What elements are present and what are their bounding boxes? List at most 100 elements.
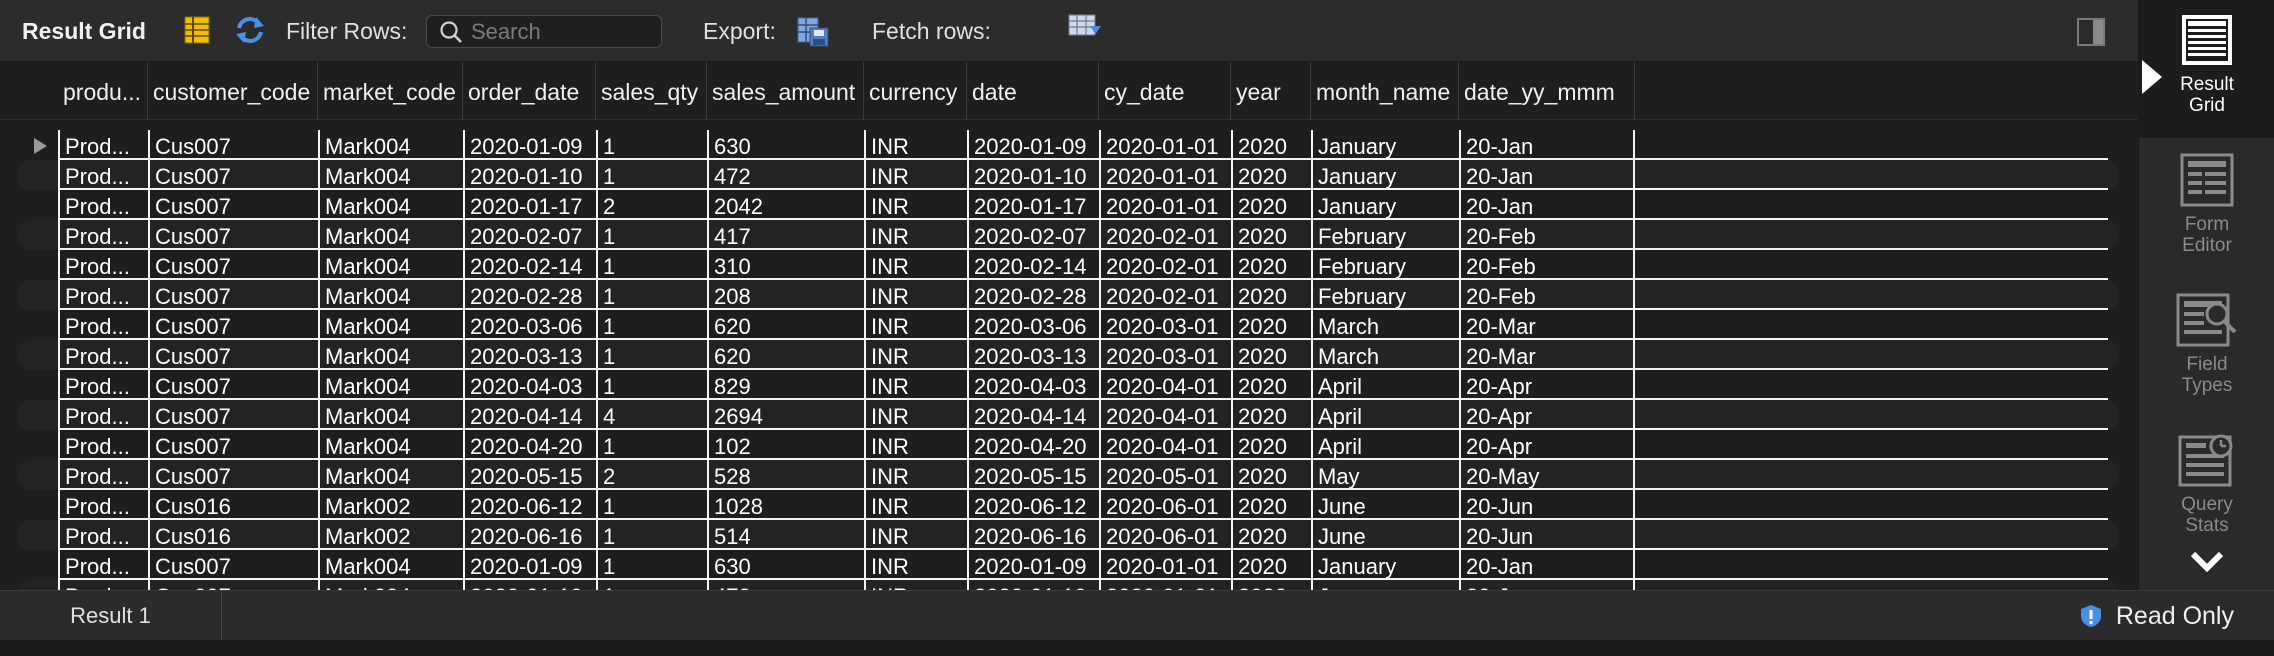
- table-cell[interactable]: 2020-04-03: [967, 370, 1099, 400]
- table-cell[interactable]: 20-Apr: [1459, 400, 1635, 430]
- table-row[interactable]: Prod... Cus007 Mark004 2020-04-03 1 829 INR 202…: [0, 370, 2138, 400]
- table-row[interactable]: Prod... Cus016 Mark002 2020-06-12 1 1028 INR 20…: [0, 490, 2138, 520]
- table-cell[interactable]: March: [1311, 340, 1459, 370]
- column-header[interactable]: sales_qty: [596, 62, 707, 120]
- table-cell[interactable]: Mark004: [318, 370, 463, 400]
- table-cell[interactable]: 2020-01-17: [967, 190, 1099, 220]
- table-cell[interactable]: 2020: [1231, 490, 1311, 520]
- table-cell[interactable]: 1: [596, 160, 707, 190]
- table-cell[interactable]: 2020-01-10: [463, 580, 596, 590]
- table-cell[interactable]: 2020-04-01: [1099, 400, 1231, 430]
- table-cell[interactable]: 2020: [1231, 430, 1311, 460]
- table-cell[interactable]: 829: [707, 370, 864, 400]
- table-cell[interactable]: June: [1311, 490, 1459, 520]
- table-cell[interactable]: Cus007: [148, 400, 318, 430]
- column-header[interactable]: sales_amount: [707, 62, 864, 120]
- table-cell[interactable]: 2020-04-20: [967, 430, 1099, 460]
- table-cell[interactable]: 20-Jan: [1459, 190, 1635, 220]
- table-cell[interactable]: Mark004: [318, 250, 463, 280]
- table-cell[interactable]: 2020-02-14: [967, 250, 1099, 280]
- table-row[interactable]: Prod... Cus007 Mark004 2020-04-20 1 102 INR 202…: [0, 430, 2138, 460]
- table-cell[interactable]: 20-Mar: [1459, 340, 1635, 370]
- column-header[interactable]: market_code: [318, 62, 463, 120]
- column-header[interactable]: date: [967, 62, 1099, 120]
- table-cell[interactable]: Cus007: [148, 160, 318, 190]
- table-cell[interactable]: Cus007: [148, 220, 318, 250]
- table-cell[interactable]: Prod...: [58, 190, 148, 220]
- table-cell[interactable]: INR: [864, 460, 967, 490]
- table-cell[interactable]: 20-Feb: [1459, 220, 1635, 250]
- sidebar-item-field-types[interactable]: Field Types: [2139, 280, 2274, 418]
- table-cell[interactable]: 2020-01-10: [967, 580, 1099, 590]
- table-cell[interactable]: Cus007: [148, 340, 318, 370]
- table-cell[interactable]: 1: [596, 310, 707, 340]
- table-cell[interactable]: Prod...: [58, 310, 148, 340]
- tab-result-1[interactable]: Result 1: [0, 591, 222, 641]
- table-cell[interactable]: INR: [864, 220, 967, 250]
- column-header[interactable]: currency: [864, 62, 967, 120]
- table-cell[interactable]: 1: [596, 280, 707, 310]
- export-icon[interactable]: [796, 14, 830, 53]
- table-cell[interactable]: 20-Jan: [1459, 550, 1635, 580]
- table-cell[interactable]: Cus007: [148, 460, 318, 490]
- table-cell[interactable]: Prod...: [58, 550, 148, 580]
- table-cell[interactable]: 20-Feb: [1459, 280, 1635, 310]
- table-cell[interactable]: January: [1311, 580, 1459, 590]
- table-cell[interactable]: 2020: [1231, 460, 1311, 490]
- table-cell[interactable]: 1: [596, 370, 707, 400]
- table-cell[interactable]: Prod...: [58, 250, 148, 280]
- table-cell[interactable]: Prod...: [58, 400, 148, 430]
- table-cell[interactable]: 2020: [1231, 310, 1311, 340]
- table-cell[interactable]: Cus007: [148, 310, 318, 340]
- table-cell[interactable]: 2020: [1231, 220, 1311, 250]
- table-cell[interactable]: 2020-01-01: [1099, 550, 1231, 580]
- table-row[interactable]: Prod... Cus007 Mark004 2020-03-13 1 620 INR 202…: [0, 340, 2138, 370]
- table-cell[interactable]: February: [1311, 220, 1459, 250]
- table-cell[interactable]: 2020: [1231, 520, 1311, 550]
- table-cell[interactable]: Cus007: [148, 280, 318, 310]
- table-cell[interactable]: 2020-01-10: [967, 160, 1099, 190]
- table-row[interactable]: Prod... Cus007 Mark004 2020-02-07 1 417 INR 202…: [0, 220, 2138, 250]
- table-cell[interactable]: 2020-04-01: [1099, 370, 1231, 400]
- table-cell[interactable]: 1: [596, 550, 707, 580]
- column-header[interactable]: month_name: [1311, 62, 1459, 120]
- table-cell[interactable]: 208: [707, 280, 864, 310]
- table-cell[interactable]: 310: [707, 250, 864, 280]
- column-header[interactable]: date_yy_mmm: [1459, 62, 1635, 120]
- table-cell[interactable]: 2020-05-01: [1099, 460, 1231, 490]
- table-cell[interactable]: Cus007: [148, 130, 318, 160]
- table-cell[interactable]: 2020-01-09: [463, 550, 596, 580]
- table-cell[interactable]: Prod...: [58, 280, 148, 310]
- table-cell[interactable]: 630: [707, 550, 864, 580]
- column-header[interactable]: customer_code: [148, 62, 318, 120]
- table-cell[interactable]: 2020-01-09: [463, 130, 596, 160]
- table-cell[interactable]: Cus007: [148, 370, 318, 400]
- table-cell[interactable]: 2020-03-06: [967, 310, 1099, 340]
- table-cell[interactable]: 2020-01-09: [967, 550, 1099, 580]
- table-cell[interactable]: 2020-01-01: [1099, 580, 1231, 590]
- table-cell[interactable]: 2020-01-17: [463, 190, 596, 220]
- table-cell[interactable]: INR: [864, 310, 967, 340]
- table-cell[interactable]: 2020-01-10: [463, 160, 596, 190]
- table-cell[interactable]: INR: [864, 430, 967, 460]
- table-cell[interactable]: Mark002: [318, 490, 463, 520]
- table-cell[interactable]: Prod...: [58, 160, 148, 190]
- table-cell[interactable]: 20-Jun: [1459, 520, 1635, 550]
- table-cell[interactable]: 2020: [1231, 280, 1311, 310]
- table-cell[interactable]: 20-May: [1459, 460, 1635, 490]
- table-cell[interactable]: 2020-06-16: [463, 520, 596, 550]
- table-cell[interactable]: 417: [707, 220, 864, 250]
- table-cell[interactable]: 2020: [1231, 190, 1311, 220]
- table-cell[interactable]: 20-Apr: [1459, 430, 1635, 460]
- table-row[interactable]: Prod... Cus007 Mark004 2020-04-14 4 2694 INR 20…: [0, 400, 2138, 430]
- table-cell[interactable]: 2020-01-09: [967, 130, 1099, 160]
- table-cell[interactable]: 1: [596, 220, 707, 250]
- table-cell[interactable]: Mark004: [318, 460, 463, 490]
- table-cell[interactable]: Mark004: [318, 310, 463, 340]
- table-cell[interactable]: 2020-02-07: [967, 220, 1099, 250]
- table-cell[interactable]: 2020-01-01: [1099, 160, 1231, 190]
- table-cell[interactable]: 620: [707, 340, 864, 370]
- table-cell[interactable]: 2020: [1231, 550, 1311, 580]
- table-cell[interactable]: INR: [864, 130, 967, 160]
- column-header[interactable]: produ...: [58, 62, 148, 120]
